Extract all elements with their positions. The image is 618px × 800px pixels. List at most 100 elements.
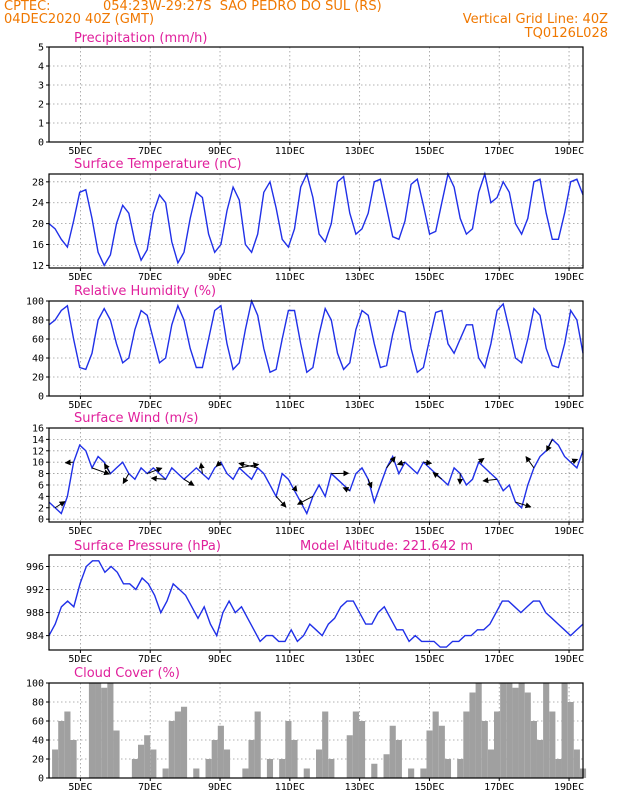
rh-ytick-label: 20 — [32, 373, 44, 384]
cloud-column — [266, 759, 274, 778]
pressure-ytick-label: 988 — [26, 608, 44, 619]
rh-xtick-label: 13DEC — [345, 400, 375, 411]
cloud-column — [52, 749, 59, 778]
precip-ytick-label: 3 — [38, 81, 44, 92]
precip-xtick-label: 9DEC — [208, 146, 232, 157]
wind-ytick-label: 8 — [38, 469, 44, 480]
precip-ytick-label: 1 — [38, 119, 44, 130]
cloud-ytick-label: 80 — [32, 698, 44, 709]
cloud-column — [174, 711, 181, 778]
temp-xtick-label: 17DEC — [484, 272, 514, 283]
cloud-column — [408, 768, 415, 778]
cloud-column — [113, 730, 120, 778]
cloud-column — [70, 740, 77, 778]
temp-xtick-label: 9DEC — [208, 272, 232, 283]
precip-xtick-label: 17DEC — [484, 146, 514, 157]
cloud-column — [254, 711, 261, 778]
wind-direction-arrow — [342, 487, 350, 493]
wind-xtick-label: 15DEC — [414, 526, 444, 537]
precip-ytick-label: 5 — [38, 43, 44, 54]
wind-xtick-label: 5DEC — [68, 526, 92, 537]
cloud-column — [469, 692, 476, 778]
wind-ytick-label: 14 — [32, 435, 44, 446]
cloud-column — [242, 768, 249, 778]
cloud-column — [95, 683, 102, 778]
cloud-column — [168, 721, 175, 778]
cloud-column — [144, 735, 151, 778]
wind-direction-arrow — [104, 463, 111, 474]
rh-xtick-label: 17DEC — [484, 400, 514, 411]
cloud-column — [555, 759, 562, 778]
wind-direction-arrow — [525, 456, 535, 469]
cloud-column — [58, 721, 65, 778]
pressure-xtick-label: 13DEC — [345, 654, 375, 665]
cloud-xtick-label: 9DEC — [208, 782, 232, 793]
precip-xtick-label: 7DEC — [138, 146, 162, 157]
cloud-column — [358, 721, 366, 778]
wind-xtick-label: 11DEC — [275, 526, 305, 537]
wind-direction-arrow — [238, 461, 258, 469]
temp-xtick-label: 19DEC — [554, 272, 584, 283]
temp-frame — [48, 173, 584, 269]
wind-direction-arrow — [477, 457, 485, 464]
cloud-column — [162, 768, 169, 778]
cloud-column — [426, 730, 433, 778]
temp-xtick-label: 15DEC — [414, 272, 444, 283]
cloud-column — [494, 711, 501, 778]
precip-title: Precipitation (mm/h) — [74, 31, 207, 46]
cloud-xtick-label: 11DEC — [275, 782, 305, 793]
wind-ytick-label: 6 — [38, 480, 44, 491]
wind-direction-arrow — [91, 467, 111, 476]
rh-frame — [48, 300, 584, 397]
pressure-xtick-label: 9DEC — [208, 654, 232, 665]
wind-xtick-label: 13DEC — [345, 526, 375, 537]
panel-pressure: Surface Pressure (hPa) Model Altitude: 22… — [26, 539, 584, 665]
cloud-column — [107, 683, 114, 778]
cloud-title: Cloud Cover (%) — [74, 666, 180, 681]
cloud-column — [389, 725, 396, 778]
cloud-column — [303, 768, 310, 778]
temp-xtick-label: 5DEC — [68, 272, 92, 283]
wind-direction-arrow — [183, 478, 195, 486]
panel-rh: Relative Humidity (%) 0 20 40 60 80 100 5DEC 7DE… — [26, 284, 584, 411]
cloud-column — [223, 749, 231, 778]
cloud-column — [193, 768, 200, 778]
precip-xtick-label: 13DEC — [345, 146, 375, 157]
wind-direction-arrow — [546, 439, 553, 452]
cloud-column — [150, 749, 157, 778]
cloud-column — [506, 683, 513, 778]
wind-direction-arrow — [150, 475, 166, 482]
precip-frame — [48, 46, 584, 143]
cloud-column — [561, 683, 568, 778]
temp-xtick-label: 7DEC — [138, 272, 162, 283]
cloud-column — [279, 759, 286, 778]
wind-direction-arrow — [423, 459, 433, 466]
cloud-xtick-label: 19DEC — [554, 782, 584, 793]
pressure-title: Surface Pressure (hPa) — [74, 539, 221, 554]
rh-xtick-label: 11DEC — [275, 400, 305, 411]
cloud-column — [518, 683, 525, 778]
panel-cloud: Cloud Cover (%) 0 20 40 60 80 100 5DEC 7DEC 9DEC 1… — [26, 666, 587, 793]
cloud-column — [481, 721, 488, 778]
pressure-xtick-label: 15DEC — [414, 654, 444, 665]
cloud-column — [383, 754, 390, 778]
pressure-annotation: Model Altitude: 221.642 m — [300, 539, 473, 554]
wind-direction-arrow — [366, 479, 373, 489]
pressure-line — [48, 560, 584, 648]
wind-direction-arrow — [147, 467, 163, 475]
pressure-ytick-label: 984 — [26, 631, 44, 642]
cloud-column — [549, 711, 556, 778]
pressure-xtick-label: 17DEC — [484, 654, 514, 665]
cloud-column — [444, 759, 452, 778]
wind-direction-arrow — [275, 496, 287, 508]
wind-direction-arrow — [396, 460, 406, 466]
cloud-column — [346, 735, 353, 778]
pressure-xtick-label: 7DEC — [138, 654, 162, 665]
temp-ytick-label: 28 — [32, 177, 44, 188]
wind-xtick-label: 7DEC — [138, 526, 162, 537]
cloud-xtick-label: 17DEC — [484, 782, 514, 793]
wind-xtick-label: 17DEC — [484, 526, 514, 537]
cloud-column — [438, 725, 445, 778]
wind-line — [48, 438, 584, 516]
cloud-column — [248, 740, 255, 778]
